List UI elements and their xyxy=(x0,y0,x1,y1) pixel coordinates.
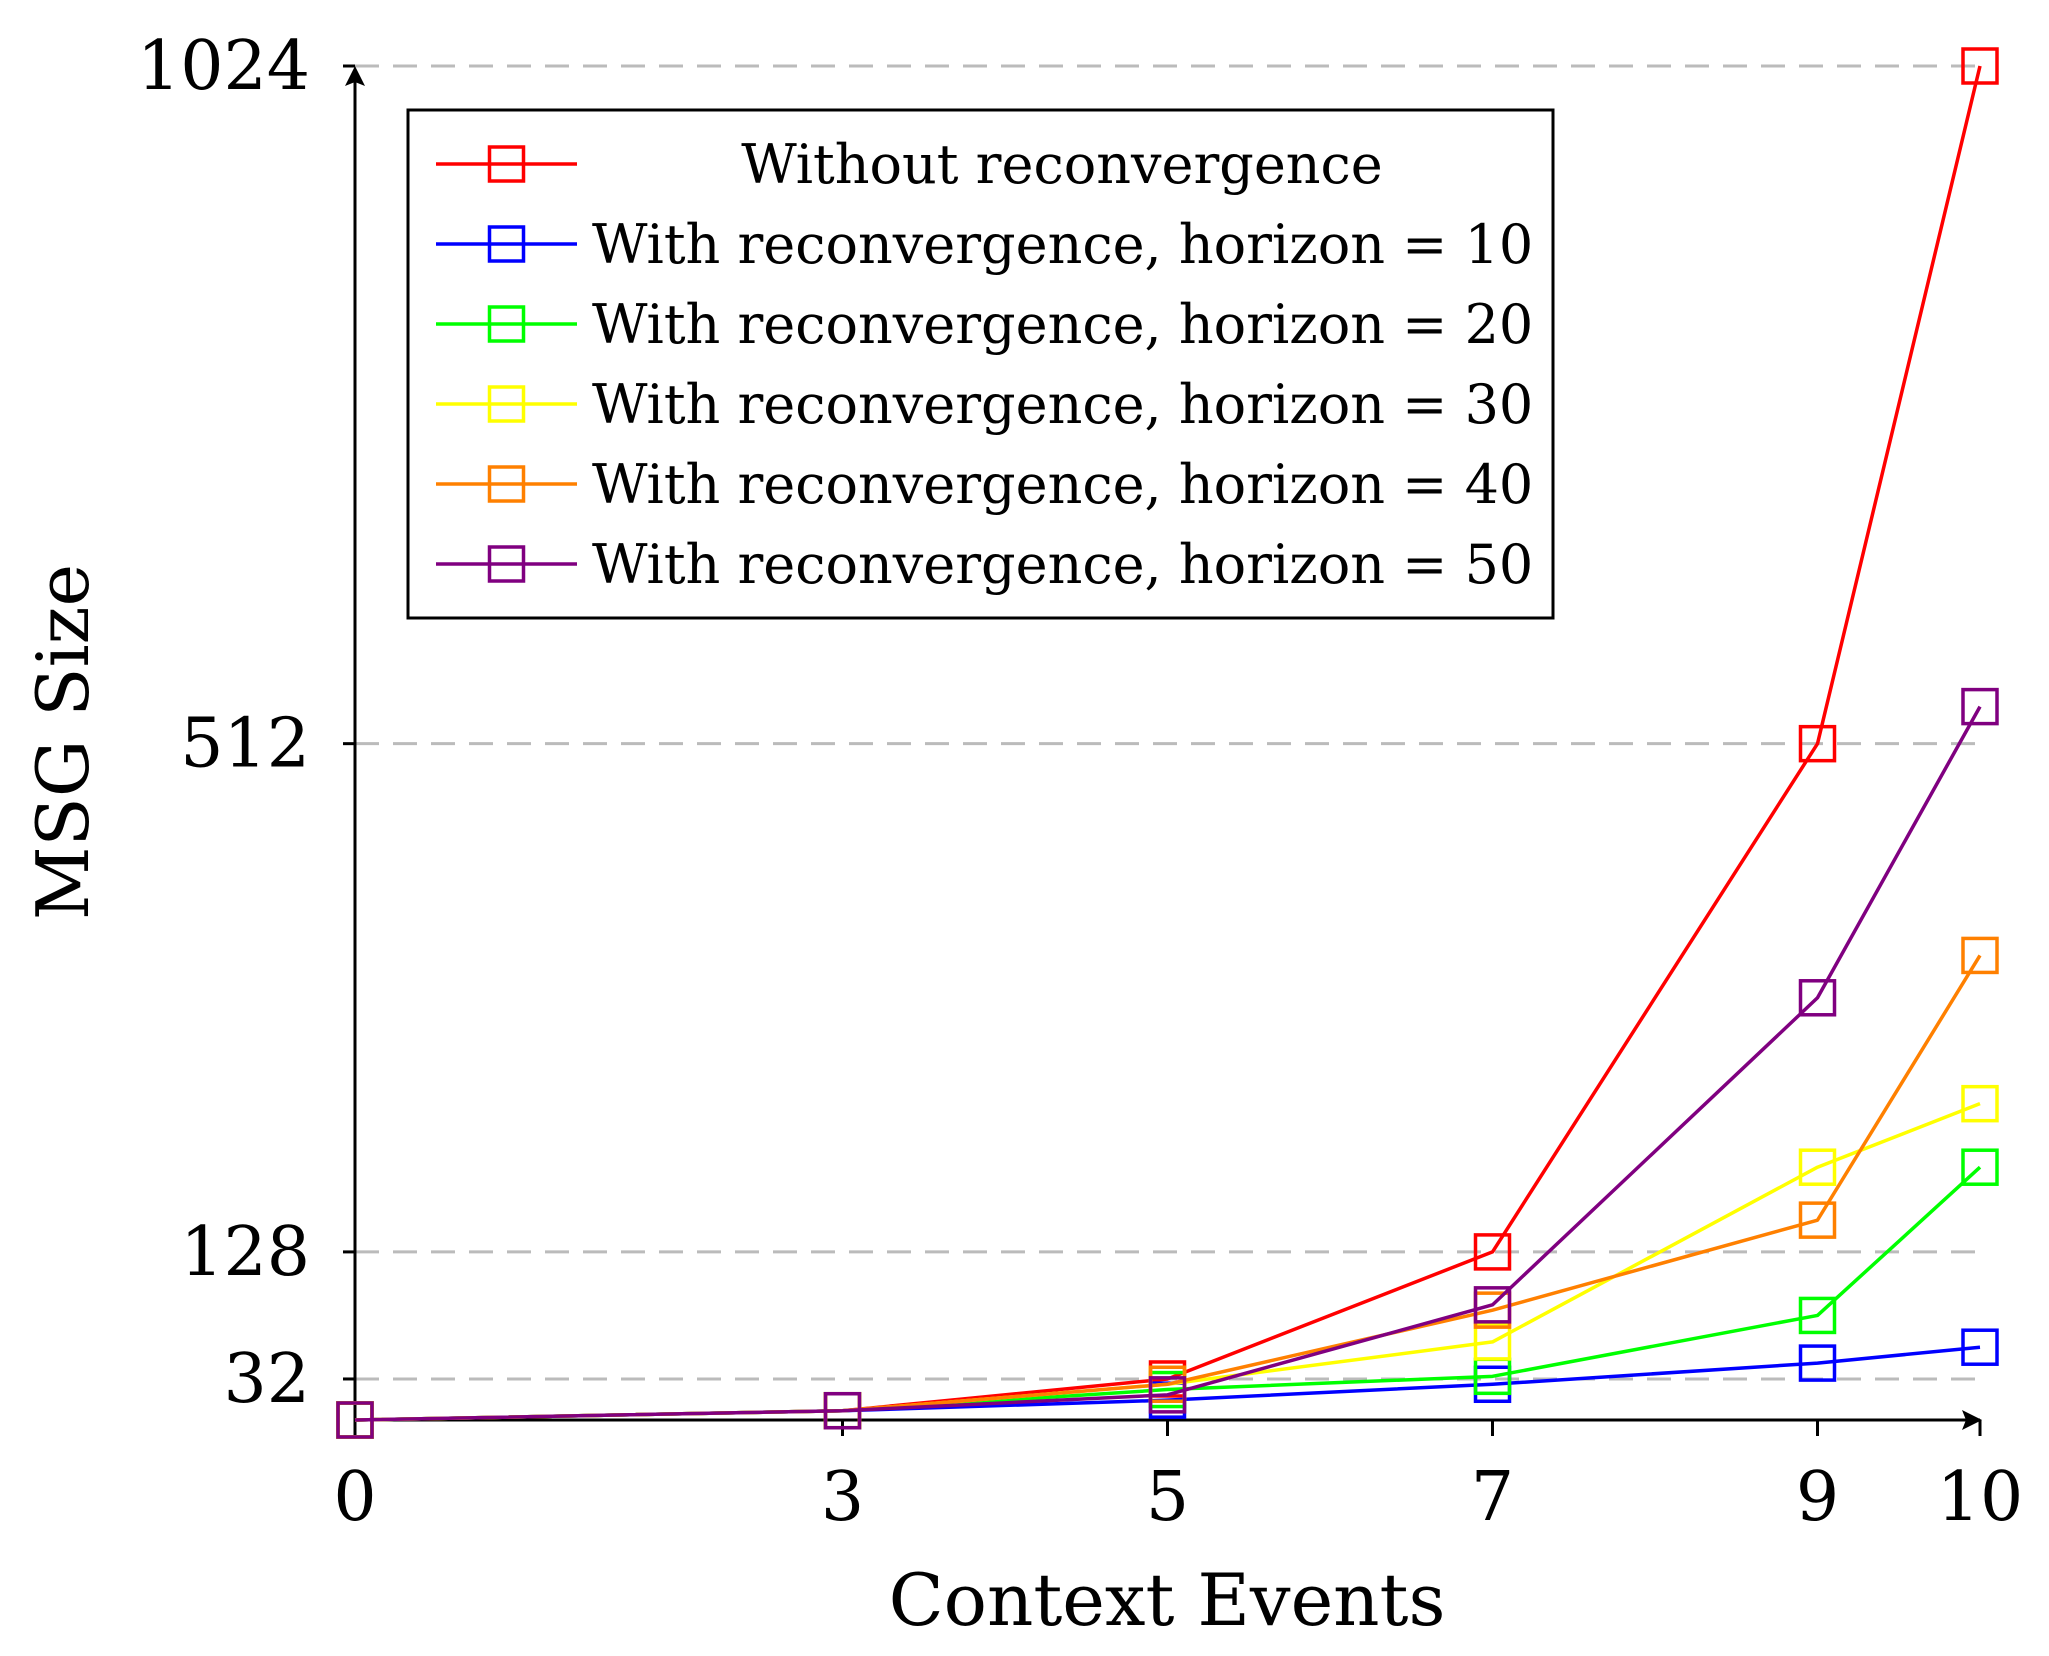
series-group xyxy=(336,47,1999,1439)
y-ticks: 32 128 512 1024 xyxy=(137,27,355,1419)
legend-box xyxy=(406,108,1555,620)
y-axis-title: MSG Size xyxy=(21,564,105,920)
x-axis-arrow xyxy=(1962,1410,1982,1430)
x-tick-label: 7 xyxy=(1471,1458,1514,1537)
data-point xyxy=(336,1401,374,1439)
legend-swatch-marker xyxy=(487,305,526,343)
y-tick-label: 32 xyxy=(223,1340,310,1419)
series-line xyxy=(354,705,1982,1422)
x-tick-label: 3 xyxy=(821,1458,864,1537)
series-6 xyxy=(336,687,1999,1439)
legend: Without reconvergence With reconvergence,… xyxy=(406,108,1555,620)
x-ticks: 0 3 5 7 9 10 xyxy=(333,1420,2023,1537)
series-line xyxy=(354,954,1982,1422)
legend-swatch-marker xyxy=(487,145,526,183)
legend-swatch-marker xyxy=(487,465,526,503)
legend-item: With reconvergence, horizon = 50 xyxy=(436,533,1533,596)
data-point xyxy=(1961,936,1999,975)
legend-item: With reconvergence, horizon = 40 xyxy=(436,453,1533,516)
data-point xyxy=(1798,979,1837,1017)
data-point xyxy=(1798,1148,1837,1186)
legend-label: With reconvergence, horizon = 20 xyxy=(592,293,1533,356)
data-point xyxy=(1148,1376,1187,1414)
data-point xyxy=(823,1391,862,1430)
y-axis-arrow xyxy=(345,66,365,86)
legend-label: With reconvergence, horizon = 30 xyxy=(592,373,1533,436)
data-point xyxy=(1798,1344,1837,1382)
legend-swatch-marker xyxy=(487,545,526,583)
data-point xyxy=(1798,1296,1837,1335)
y-tick-label: 1024 xyxy=(137,27,310,106)
y-tick-label: 128 xyxy=(180,1213,310,1292)
data-point xyxy=(1473,1323,1512,1361)
data-point xyxy=(1961,1084,1999,1123)
data-point xyxy=(1798,724,1837,763)
data-point xyxy=(1961,1148,1999,1186)
legend-label: With reconvergence, horizon = 50 xyxy=(592,533,1533,596)
legend-label: With reconvergence, horizon = 10 xyxy=(592,213,1533,276)
data-point xyxy=(1961,687,1999,726)
data-point xyxy=(1961,47,1999,85)
legend-swatch-marker xyxy=(487,225,526,263)
legend-item: With reconvergence, horizon = 20 xyxy=(436,293,1533,356)
x-tick-label: 10 xyxy=(1937,1458,2024,1537)
data-point xyxy=(1473,1286,1512,1324)
legend-label: With reconvergence, horizon = 40 xyxy=(592,453,1533,516)
x-axis-title: Context Events xyxy=(889,1558,1446,1642)
legend-item: With reconvergence, horizon = 30 xyxy=(436,373,1533,436)
legend-item: Without reconvergence xyxy=(436,133,1383,196)
data-point xyxy=(1798,1201,1837,1239)
legend-item: With reconvergence, horizon = 10 xyxy=(436,213,1533,276)
data-point xyxy=(1961,1328,1999,1366)
data-point xyxy=(1473,1233,1512,1271)
legend-label: Without reconvergence xyxy=(741,133,1383,196)
x-tick-label: 5 xyxy=(1146,1458,1189,1537)
legend-swatch-marker xyxy=(487,385,526,423)
x-tick-label: 0 xyxy=(333,1458,376,1537)
y-tick-label: 512 xyxy=(180,705,310,784)
x-tick-label: 9 xyxy=(1796,1458,1839,1537)
